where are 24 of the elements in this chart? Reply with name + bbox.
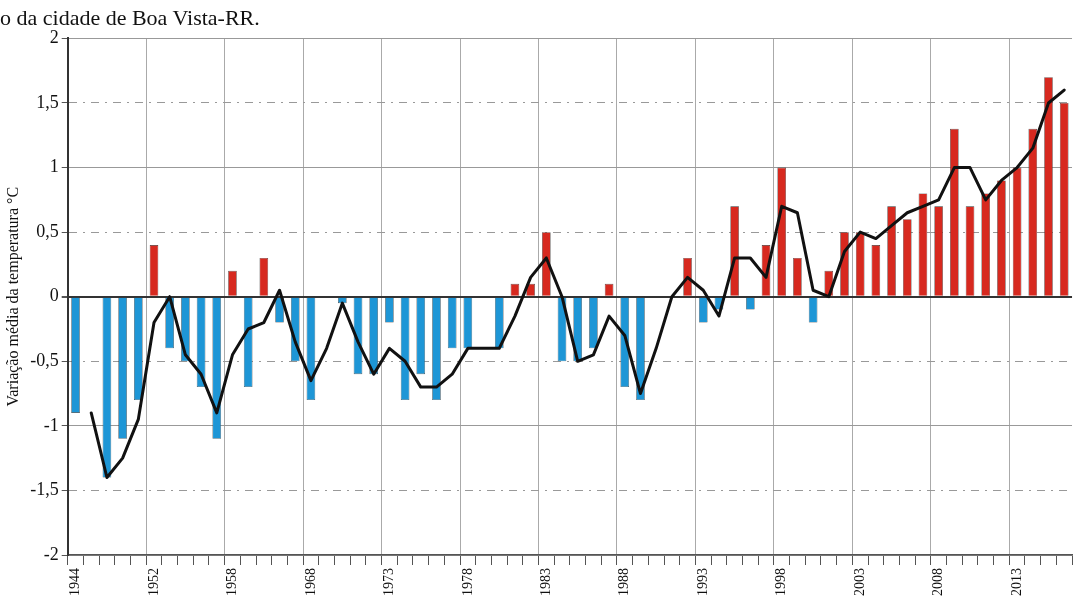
x-tick-label: 1973 [381,568,397,596]
y-tick-label: 2 [49,27,59,48]
y-axis-title: Variação média da temperatura °C [3,186,22,407]
x-tick-label: 1944 [67,568,83,596]
y-tick-label: 0,5 [36,220,59,241]
y-tick-label: -1 [43,414,59,435]
y-tick-label: 1,5 [36,91,59,112]
chart-title: o da cidade de Boa Vista-RR. [0,4,260,30]
x-tick-label: 1993 [694,568,710,596]
x-tick-label: 1958 [224,568,240,596]
x-tick-label: 1998 [773,568,789,596]
y-tick-label: -1,5 [30,479,59,500]
x-tick-label: 2003 [851,568,867,596]
x-tick-label: 2008 [930,568,946,596]
x-tick-label: 1978 [459,568,475,596]
y-tick-label: -0,5 [30,350,59,371]
y-tick-label: 0 [49,285,59,306]
x-tick-label: 1968 [302,568,318,596]
x-tick-label: 1952 [145,568,161,596]
x-tick-label: 1988 [616,568,632,596]
x-tick-label: 1983 [538,568,553,596]
y-tick-label: -2 [43,543,59,564]
x-tick-label: 2013 [1008,568,1024,596]
y-tick-label: 1 [49,156,59,177]
